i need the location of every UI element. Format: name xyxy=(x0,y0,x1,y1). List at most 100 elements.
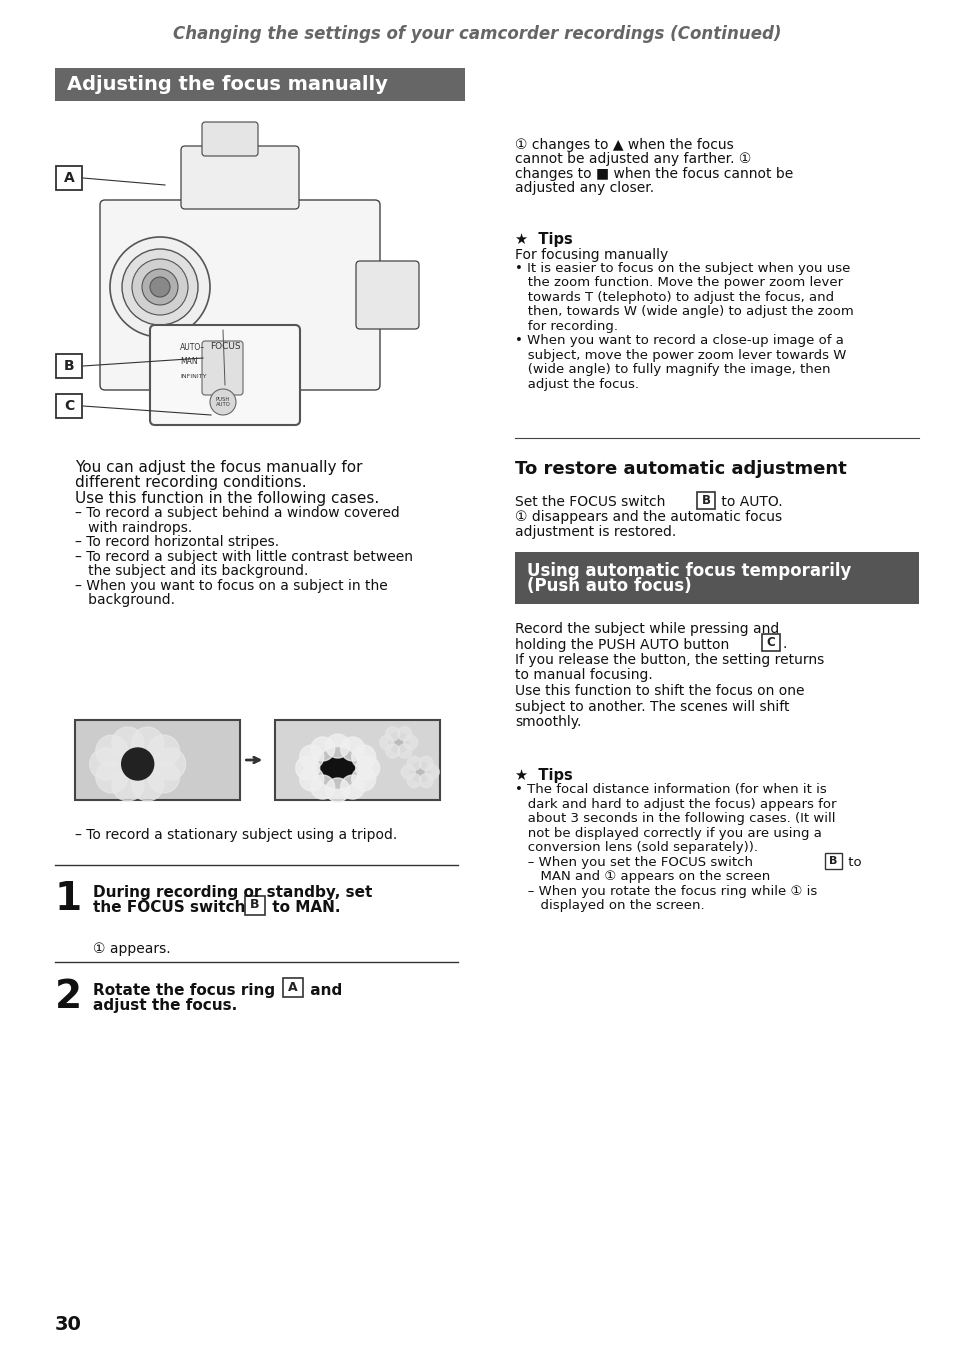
Circle shape xyxy=(210,389,235,415)
Text: .: . xyxy=(781,638,785,651)
Bar xyxy=(56,394,82,418)
Circle shape xyxy=(418,773,433,787)
Text: to AUTO.: to AUTO. xyxy=(717,495,781,509)
Circle shape xyxy=(95,735,128,767)
Text: to manual focusing.: to manual focusing. xyxy=(515,669,652,683)
Circle shape xyxy=(112,769,144,801)
Circle shape xyxy=(397,727,412,741)
Text: and: and xyxy=(305,982,342,997)
Text: PUSH
AUTO: PUSH AUTO xyxy=(215,396,230,407)
Circle shape xyxy=(299,767,323,791)
Text: Use this function to shift the focus on one: Use this function to shift the focus on … xyxy=(515,684,803,697)
Text: C: C xyxy=(766,636,775,650)
Text: ① appears.: ① appears. xyxy=(92,942,171,955)
Circle shape xyxy=(90,748,122,780)
Text: – When you rotate the focus ring while ① is: – When you rotate the focus ring while ①… xyxy=(515,885,817,898)
Bar xyxy=(697,493,714,509)
Text: – When you set the FOCUS switch: – When you set the FOCUS switch xyxy=(515,856,757,868)
Circle shape xyxy=(425,765,438,779)
Circle shape xyxy=(148,761,179,792)
Text: changes to ■ when the focus cannot be: changes to ■ when the focus cannot be xyxy=(515,167,792,180)
Text: holding the PUSH AUTO button: holding the PUSH AUTO button xyxy=(515,638,733,651)
Text: For focusing manually: For focusing manually xyxy=(515,247,667,262)
Text: B: B xyxy=(700,494,710,508)
Circle shape xyxy=(385,727,399,741)
Circle shape xyxy=(150,277,170,297)
Text: about 3 seconds in the following cases. (It will: about 3 seconds in the following cases. … xyxy=(515,813,835,825)
Text: B: B xyxy=(250,898,259,912)
Circle shape xyxy=(95,761,128,792)
Text: ① disappears and the automatic focus: ① disappears and the automatic focus xyxy=(515,510,781,525)
Circle shape xyxy=(407,756,421,771)
Text: Set the FOCUS switch: Set the FOCUS switch xyxy=(515,495,669,509)
Text: FOCUS: FOCUS xyxy=(210,342,240,351)
Text: conversion lens (sold separately)).: conversion lens (sold separately)). xyxy=(515,841,758,855)
FancyBboxPatch shape xyxy=(202,122,257,156)
Circle shape xyxy=(132,259,188,315)
Text: Adjusting the focus manually: Adjusting the focus manually xyxy=(67,75,388,94)
Bar xyxy=(515,552,918,604)
Circle shape xyxy=(110,237,210,337)
Circle shape xyxy=(132,769,163,801)
Circle shape xyxy=(142,269,178,305)
Text: then, towards W (wide angle) to adjust the zoom: then, towards W (wide angle) to adjust t… xyxy=(515,305,853,319)
Text: adjustment is restored.: adjustment is restored. xyxy=(515,525,676,539)
Text: • It is easier to focus on the subject when you use: • It is easier to focus on the subject w… xyxy=(515,262,849,275)
Text: background.: background. xyxy=(75,593,174,608)
Text: to MAN.: to MAN. xyxy=(267,901,340,916)
Bar xyxy=(824,854,841,868)
FancyBboxPatch shape xyxy=(100,199,379,389)
Text: A: A xyxy=(64,171,74,185)
Circle shape xyxy=(325,734,350,759)
Text: adjust the focus.: adjust the focus. xyxy=(92,999,237,1014)
Text: – When you want to focus on a subject in the: – When you want to focus on a subject in… xyxy=(75,579,387,593)
Text: towards T (telephoto) to adjust the focus, and: towards T (telephoto) to adjust the focu… xyxy=(515,290,833,304)
Circle shape xyxy=(148,735,179,767)
Text: adjust the focus.: adjust the focus. xyxy=(515,379,639,391)
Text: Record the subject while pressing and: Record the subject while pressing and xyxy=(515,622,779,636)
Circle shape xyxy=(112,727,144,759)
Text: 2: 2 xyxy=(55,978,82,1016)
Bar xyxy=(56,166,82,190)
Bar xyxy=(75,721,240,801)
Circle shape xyxy=(379,735,394,749)
Circle shape xyxy=(340,775,364,799)
Circle shape xyxy=(385,744,399,759)
Circle shape xyxy=(403,735,417,749)
Text: Changing the settings of your camcorder recordings (Continued): Changing the settings of your camcorder … xyxy=(172,24,781,43)
Circle shape xyxy=(325,778,350,802)
Text: different recording conditions.: different recording conditions. xyxy=(75,475,306,490)
Circle shape xyxy=(311,775,335,799)
Circle shape xyxy=(355,756,379,780)
Text: • When you want to record a close-up image of a: • When you want to record a close-up ima… xyxy=(515,334,843,347)
Text: not be displayed correctly if you are using a: not be displayed correctly if you are us… xyxy=(515,826,821,840)
Bar xyxy=(274,721,439,801)
Bar xyxy=(55,68,464,100)
Circle shape xyxy=(388,733,408,752)
Text: During recording or standby, set: During recording or standby, set xyxy=(92,885,372,900)
Circle shape xyxy=(418,756,433,771)
Text: ① changes to ▲ when the focus: ① changes to ▲ when the focus xyxy=(515,138,733,152)
Text: dark and hard to adjust the focus) appears for: dark and hard to adjust the focus) appea… xyxy=(515,798,836,811)
Text: (Push auto focus): (Push auto focus) xyxy=(526,578,691,596)
Circle shape xyxy=(122,748,153,780)
Bar xyxy=(283,978,303,997)
Circle shape xyxy=(340,737,364,761)
Circle shape xyxy=(352,767,375,791)
Circle shape xyxy=(132,727,163,759)
Text: for recording.: for recording. xyxy=(515,320,618,332)
Text: ★  Tips: ★ Tips xyxy=(515,232,572,247)
Text: the FOCUS switch: the FOCUS switch xyxy=(92,901,251,916)
Text: – To record a subject behind a window covered: – To record a subject behind a window co… xyxy=(75,506,399,521)
Text: – To record a stationary subject using a tripod.: – To record a stationary subject using a… xyxy=(75,828,396,841)
Text: Using automatic focus temporarily: Using automatic focus temporarily xyxy=(526,562,850,579)
Text: To restore automatic adjustment: To restore automatic adjustment xyxy=(515,460,846,478)
Text: subject to another. The scenes will shift: subject to another. The scenes will shif… xyxy=(515,699,789,714)
Text: adjusted any closer.: adjusted any closer. xyxy=(515,182,654,195)
FancyBboxPatch shape xyxy=(355,261,418,328)
Text: You can adjust the focus manually for: You can adjust the focus manually for xyxy=(75,460,362,475)
Text: – To record horizontal stripes.: – To record horizontal stripes. xyxy=(75,536,279,550)
Text: • The focal distance information (for when it is: • The focal distance information (for wh… xyxy=(515,783,826,797)
Circle shape xyxy=(295,756,319,780)
Bar xyxy=(56,354,82,379)
